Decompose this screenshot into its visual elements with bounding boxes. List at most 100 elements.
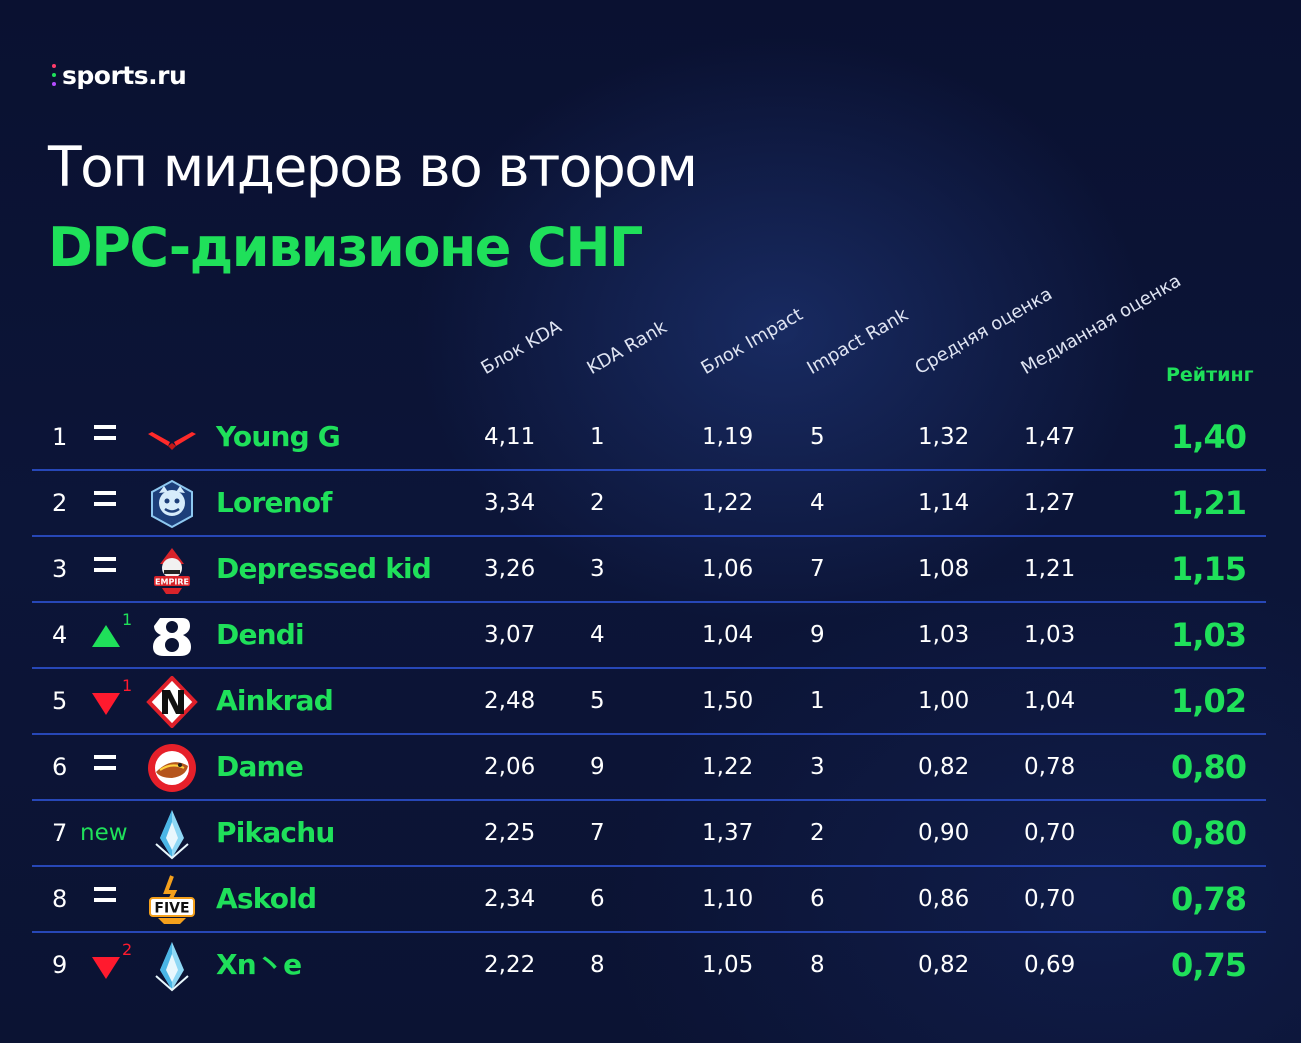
kda-block-cell: 2,06 [484, 754, 536, 780]
trend-cell [90, 471, 150, 535]
player-name: Xn丶e [216, 948, 302, 981]
kda-rank-cell: 5 [590, 688, 605, 714]
rank-cell: 2 [52, 489, 68, 517]
avg-score-cell: 0,90 [918, 820, 970, 846]
rank-cell: 9 [52, 951, 68, 979]
kda-rank-cell: 3 [590, 556, 605, 582]
table-row: 3 EMPIRE Depressed kid 3,26 3 1,06 7 1,0… [32, 537, 1266, 603]
impact-block-cell: 1,10 [702, 886, 754, 912]
equal-icon [94, 887, 116, 904]
column-header-kda-rank: KDA Rank [583, 316, 671, 379]
kda-block-cell: 2,48 [484, 688, 536, 714]
five-logo-icon: FIVE [146, 874, 198, 926]
kda-block-cell: 2,25 [484, 820, 536, 846]
table-row: 7 new Pikachu 2,25 7 1,37 2 0,90 0,70 0,… [32, 801, 1266, 867]
rank-cell: 8 [52, 885, 68, 913]
avg-score-cell: 1,14 [918, 490, 970, 516]
impact-block-cell: 1,22 [702, 754, 754, 780]
avg-score-cell: 1,00 [918, 688, 970, 714]
rating-cell: 0,80 [1171, 748, 1247, 786]
median-score-cell: 0,70 [1024, 820, 1076, 846]
rating-cell: 1,21 [1171, 484, 1247, 522]
impact-block-cell: 1,05 [702, 952, 754, 978]
trend-cell: 2 [90, 933, 150, 997]
player-name: Ainkrad [216, 684, 334, 717]
new-badge: new [80, 820, 128, 846]
median-score-cell: 1,27 [1024, 490, 1076, 516]
kda-block-cell: 3,26 [484, 556, 536, 582]
player-name: Askold [216, 882, 317, 915]
page-title-line-1: Топ мидеров во втором [48, 135, 698, 199]
trend-cell: 1 [90, 669, 150, 733]
avg-score-cell: 0,82 [918, 952, 970, 978]
rank-cell: 1 [52, 423, 68, 451]
rating-cell: 1,40 [1171, 418, 1247, 456]
median-score-cell: 1,03 [1024, 622, 1076, 648]
equal-icon [94, 491, 116, 508]
player-name: Young G [216, 420, 341, 453]
table-row: 6 Dame 2,06 9 1,22 3 0,82 0,78 0,80 [32, 735, 1266, 801]
median-score-cell: 1,47 [1024, 424, 1076, 450]
arrow-down-icon [92, 693, 120, 715]
impact-block-cell: 1,19 [702, 424, 754, 450]
impact-rank-cell: 6 [810, 886, 825, 912]
equal-icon [94, 425, 116, 442]
median-score-cell: 1,21 [1024, 556, 1076, 582]
player-name: Dame [216, 750, 304, 783]
svg-text:FIVE: FIVE [154, 901, 189, 917]
median-score-cell: 0,78 [1024, 754, 1076, 780]
impact-rank-cell: 1 [810, 688, 825, 714]
b8-logo-icon [146, 610, 198, 662]
trend-cell [90, 867, 150, 931]
rating-cell: 1,15 [1171, 550, 1247, 588]
rating-cell: 0,80 [1171, 814, 1247, 852]
impact-rank-cell: 4 [810, 490, 825, 516]
trend-change-value: 2 [122, 940, 133, 959]
logo-dots-icon [52, 64, 56, 86]
kda-rank-cell: 8 [590, 952, 605, 978]
impact-rank-cell: 2 [810, 820, 825, 846]
player-name: Dendi [216, 618, 305, 651]
logo-text: sports.ru [62, 60, 187, 90]
rank-cell: 4 [52, 621, 68, 649]
trend-change-value: 1 [122, 676, 133, 695]
kda-rank-cell: 1 [590, 424, 605, 450]
table-row: 2 Lorenof 3,34 2 1,22 4 1,14 1,27 1,21 [32, 471, 1266, 537]
impact-rank-cell: 3 [810, 754, 825, 780]
avg-score-cell: 1,03 [918, 622, 970, 648]
impact-block-cell: 1,04 [702, 622, 754, 648]
kda-rank-cell: 6 [590, 886, 605, 912]
row-separator [32, 865, 1266, 867]
rank-cell: 5 [52, 687, 68, 715]
trend-cell [90, 405, 150, 469]
row-separator [32, 799, 1266, 801]
kda-rank-cell: 9 [590, 754, 605, 780]
median-score-cell: 0,69 [1024, 952, 1076, 978]
player-name: Depressed kid [216, 552, 432, 585]
kda-rank-cell: 4 [590, 622, 605, 648]
kda-rank-cell: 7 [590, 820, 605, 846]
player-name: Pikachu [216, 816, 335, 849]
impact-block-cell: 1,06 [702, 556, 754, 582]
avg-score-cell: 1,32 [918, 424, 970, 450]
kda-rank-cell: 2 [590, 490, 605, 516]
row-separator [32, 667, 1266, 669]
impact-block-cell: 1,37 [702, 820, 754, 846]
avg-score-cell: 0,86 [918, 886, 970, 912]
rank-cell: 6 [52, 753, 68, 781]
trend-cell [90, 537, 150, 601]
svg-text:EMPIRE: EMPIRE [155, 578, 189, 587]
trend-cell: 1 [90, 603, 150, 667]
sports-ru-logo: sports.ru [52, 58, 187, 92]
column-header-rating: Рейтинг [1166, 364, 1254, 386]
median-score-cell: 1,04 [1024, 688, 1076, 714]
table-row: 9 2 Xn丶e 2,22 8 1,05 8 0,82 0,69 0,75 [32, 933, 1266, 999]
page-title-line-2: DPC-дивизионе СНГ [48, 216, 643, 279]
yeti-logo-icon [146, 478, 198, 530]
row-separator [32, 733, 1266, 735]
row-separator [32, 931, 1266, 933]
crystal-logo-icon [146, 940, 198, 992]
rating-cell: 0,78 [1171, 880, 1247, 918]
rating-cell: 1,03 [1171, 616, 1247, 654]
arrow-up-icon [92, 625, 120, 647]
